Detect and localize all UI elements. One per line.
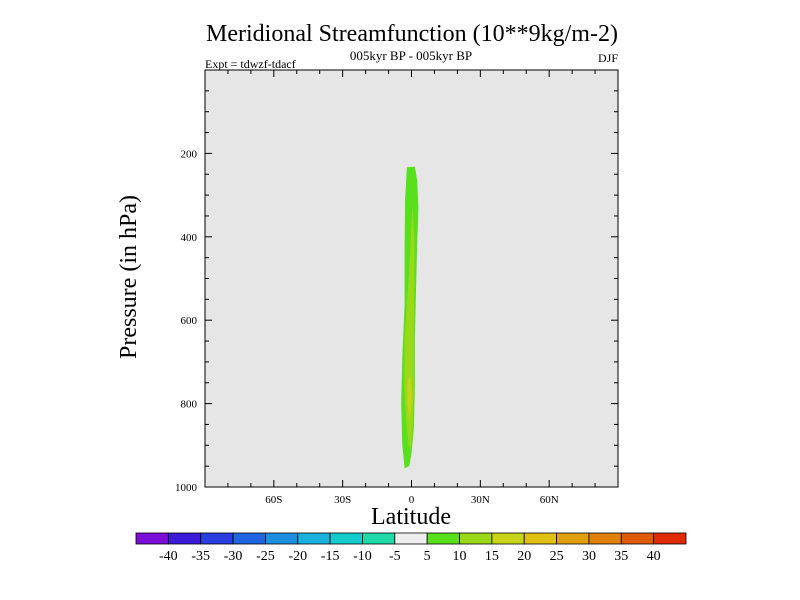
y-axis-label: Pressure (in hPa) bbox=[116, 195, 142, 359]
contour-region-15-20 bbox=[407, 376, 412, 419]
contour-region-10-15 bbox=[404, 205, 415, 450]
colorbar-swatch bbox=[588, 532, 622, 545]
axis-ticks: 60S 30S 0 30N 60N 200 400 600 800 1000 bbox=[175, 70, 618, 506]
colorbar: -40 -35 -30 -25 -20 -15 -10 -5 5 10 15 20 25 30 35 40 bbox=[135, 532, 687, 564]
contour-regions bbox=[401, 166, 419, 469]
colorbar-tick-label: 5 bbox=[424, 549, 431, 564]
colorbar-swatch bbox=[200, 532, 234, 545]
chart-title: Meridional Streamfunction (10**9kg/m-2) bbox=[206, 21, 618, 47]
colorbar-tick-label: 15 bbox=[485, 549, 499, 564]
colorbar-swatch bbox=[459, 532, 493, 545]
experiment-label: Expt = tdwzf-tdacf bbox=[205, 57, 296, 71]
x-tick-label: 30N bbox=[471, 494, 490, 506]
colorbar-tick-label: -30 bbox=[224, 549, 243, 564]
colorbar-swatch bbox=[265, 532, 299, 545]
colorbar-tick-label: 10 bbox=[453, 549, 467, 564]
chart-subtitle: 005kyr BP - 005kyr BP bbox=[350, 48, 472, 63]
colorbar-tick-label: -5 bbox=[389, 549, 401, 564]
colorbar-swatch bbox=[426, 532, 460, 545]
colorbar-swatch bbox=[491, 532, 525, 545]
y-tick-label: 200 bbox=[181, 148, 198, 160]
x-tick-label: 0 bbox=[409, 494, 415, 506]
x-axis-label: Latitude bbox=[371, 504, 451, 530]
colorbar-swatch bbox=[362, 532, 396, 545]
colorbar-swatch bbox=[297, 532, 331, 545]
colorbar-tick-label: -10 bbox=[353, 549, 372, 564]
colorbar-tick-label: 20 bbox=[517, 549, 531, 564]
colorbar-swatch bbox=[394, 532, 428, 545]
colorbar-tick-label: 25 bbox=[550, 549, 564, 564]
colorbar-swatch bbox=[523, 532, 557, 545]
season-label: DJF bbox=[598, 51, 618, 65]
colorbar-swatch bbox=[329, 532, 363, 545]
colorbar-tick-label: 35 bbox=[614, 549, 628, 564]
x-tick-label: 60N bbox=[540, 494, 559, 506]
y-tick-label: 1000 bbox=[175, 482, 198, 494]
colorbar-swatch bbox=[653, 532, 687, 545]
colorbar-tick-label: -25 bbox=[256, 549, 275, 564]
y-tick-label: 400 bbox=[181, 232, 198, 244]
colorbar-swatch bbox=[556, 532, 590, 545]
y-tick-label: 600 bbox=[181, 315, 198, 327]
colorbar-swatch bbox=[232, 532, 266, 545]
colorbar-swatch bbox=[167, 532, 202, 545]
colorbar-tick-label: -35 bbox=[191, 549, 210, 564]
colorbar-tick-label: -40 bbox=[159, 549, 178, 564]
x-tick-label: 30S bbox=[334, 494, 351, 506]
colorbar-swatch bbox=[620, 532, 655, 545]
y-tick-label: 800 bbox=[181, 399, 198, 411]
colorbar-tick-label: -20 bbox=[288, 549, 307, 564]
plot-frame bbox=[204, 69, 619, 488]
colorbar-swatch bbox=[135, 532, 169, 545]
colorbar-tick-label: 40 bbox=[647, 549, 661, 564]
x-tick-label: 60S bbox=[265, 494, 282, 506]
colorbar-tick-label: 30 bbox=[582, 549, 596, 564]
colorbar-tick-label: -15 bbox=[321, 549, 340, 564]
